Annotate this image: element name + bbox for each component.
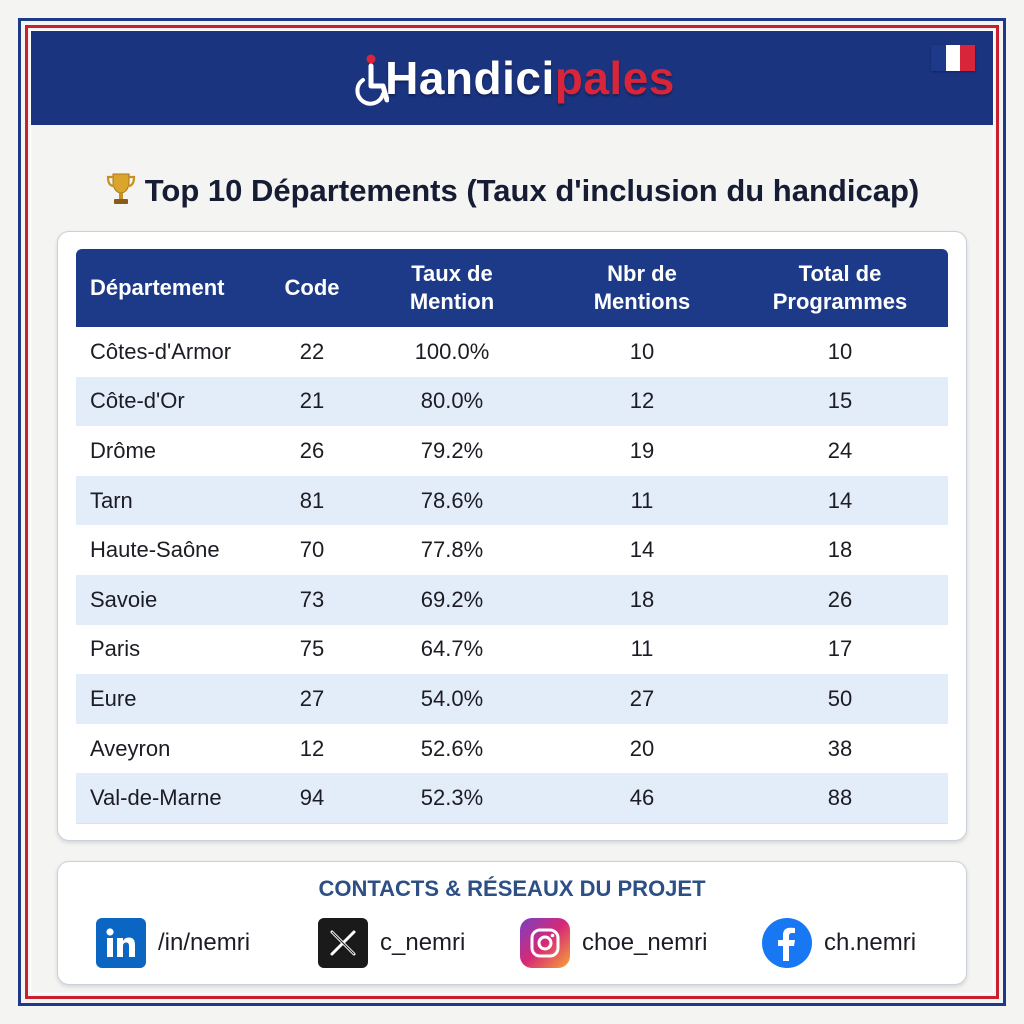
cell-mentions: 19 <box>629 437 655 463</box>
cell-total: 88 <box>732 773 948 824</box>
table-row: Côtes-d'Armor 22 100.0% 10 10 <box>76 327 948 377</box>
header-nbr-mentions: Nbr de Mentions <box>552 249 732 327</box>
cell-departement: Paris <box>90 636 141 662</box>
cell-taux: 54.0% <box>352 674 552 724</box>
cell-total: 14 <box>732 475 948 526</box>
header-banner: Handici pales <box>31 31 993 125</box>
contact-linkedin-handle: /in/nemri <box>158 929 251 956</box>
contact-instagram[interactable]: choe_nemri <box>520 917 707 969</box>
header-total-programmes: Total de Programmes <box>732 249 948 327</box>
cell-total: 10 <box>827 338 853 364</box>
table-row: Eure 27 54.0% 27 50 <box>76 674 948 724</box>
contacts-card: CONTACTS & RÉSEAUX DU PROJET /in/nemri c… <box>57 861 967 985</box>
cell-code: 21 <box>272 376 352 427</box>
cell-taux: 79.2% <box>420 437 484 463</box>
table-row: Haute-Saône 70 77.8% 14 18 <box>76 525 948 575</box>
cell-departement: Tarn <box>76 475 272 526</box>
cell-departement: Val-de-Marne <box>76 773 272 824</box>
cell-code: 81 <box>272 475 352 526</box>
cell-taux: 52.3% <box>352 773 552 824</box>
table-row: Tarn 81 78.6% 11 14 <box>76 475 948 526</box>
table-row: Val-de-Marne 94 52.3% 46 88 <box>76 773 948 824</box>
header-departement: Département <box>76 249 272 327</box>
cell-departement: Drôme <box>90 437 157 463</box>
cell-departement: Côtes-d'Armor <box>90 338 232 364</box>
cell-mentions: 20 <box>629 735 655 761</box>
cell-code: 12 <box>299 735 325 761</box>
inner-white-frame <box>30 30 994 994</box>
cell-total: 26 <box>732 574 948 625</box>
cell-code: 26 <box>299 437 325 463</box>
cell-total: 38 <box>827 735 853 761</box>
cell-code: 22 <box>299 338 325 364</box>
cell-total: 50 <box>732 674 948 724</box>
table-row: Drôme 26 79.2% 19 24 <box>76 426 948 476</box>
table-row: Côte-d'Or 21 80.0% 12 15 <box>76 376 948 427</box>
contact-facebook-handle: ch.nemri <box>824 929 917 956</box>
facebook-icon <box>762 918 812 968</box>
cell-mentions: 11 <box>630 636 654 662</box>
instagram-icon <box>520 918 570 968</box>
cell-code: 70 <box>299 537 325 563</box>
cell-departement: Eure <box>76 674 272 724</box>
logo: Handici pales <box>349 51 675 106</box>
contact-x[interactable]: c_nemri <box>318 917 465 969</box>
header-code: Code <box>272 249 352 327</box>
ranking-table-card: Département Code Taux de Mention Nbr de Me… <box>57 231 967 841</box>
logo-text-red: pales <box>554 52 675 104</box>
flag-stripe-red <box>960 45 976 71</box>
table-row: Paris 75 64.7% 11 17 <box>76 625 948 675</box>
ranking-table: Département Code Taux de Mention Nbr de Me… <box>76 249 948 824</box>
linkedin-icon <box>96 918 146 968</box>
table-header-row: Département Code Taux de Mention Nbr de Me… <box>76 249 948 327</box>
page-title: Top 10 Départements (Taux d'inclusion du… <box>0 172 1024 209</box>
cell-mentions: 10 <box>629 338 655 364</box>
page-title-text: Top 10 Départements (Taux d'inclusion du… <box>144 173 920 208</box>
cell-mentions: 11 <box>552 475 732 526</box>
cell-mentions: 18 <box>552 574 732 625</box>
france-flag-icon <box>931 45 976 71</box>
cell-departement: Aveyron <box>90 735 171 761</box>
cell-total: 15 <box>732 376 948 427</box>
table-row: Savoie 73 69.2% 18 26 <box>76 574 948 625</box>
inner-frame <box>25 25 999 999</box>
contact-instagram-handle: choe_nemri <box>582 929 708 956</box>
cell-departement: Savoie <box>76 574 272 625</box>
cell-total: 17 <box>827 636 853 662</box>
contact-x-handle: c_nemri <box>380 929 466 956</box>
cell-code: 73 <box>272 574 352 625</box>
logo-text-white: Handici <box>385 52 555 104</box>
contacts-title: CONTACTS & RÉSEAUX DU PROJET <box>318 876 706 901</box>
cell-mentions: 27 <box>552 674 732 724</box>
flag-stripe-white <box>945 45 961 71</box>
flag-stripe-blue <box>931 45 946 71</box>
cell-code: 27 <box>272 674 352 724</box>
cell-taux: 100.0% <box>414 338 490 364</box>
cell-code: 94 <box>272 773 352 824</box>
x-icon <box>318 918 368 968</box>
wheelchair-icon <box>355 54 390 106</box>
cell-mentions: 12 <box>552 376 732 427</box>
cell-departement: Côte-d'Or <box>76 376 272 427</box>
cell-taux: 64.7% <box>420 636 484 662</box>
cell-code: 75 <box>299 636 325 662</box>
cell-mentions: 14 <box>629 537 655 563</box>
cell-taux: 52.6% <box>420 735 484 761</box>
cell-taux: 77.8% <box>420 537 484 563</box>
table-row: Aveyron 12 52.6% 20 38 <box>76 724 948 774</box>
outer-frame <box>18 18 1006 1006</box>
cell-total: 24 <box>827 437 853 463</box>
contact-facebook[interactable]: ch.nemri <box>762 917 916 969</box>
trophy-icon <box>106 173 135 204</box>
cell-taux: 80.0% <box>352 376 552 427</box>
cell-taux: 78.6% <box>352 475 552 526</box>
cell-total: 18 <box>827 537 853 563</box>
contact-linkedin[interactable]: /in/nemri <box>96 917 250 969</box>
header-taux-mention: Taux de Mention <box>352 249 552 327</box>
cell-mentions: 46 <box>552 773 732 824</box>
cell-departement: Haute-Saône <box>90 537 220 563</box>
cell-taux: 69.2% <box>352 574 552 625</box>
